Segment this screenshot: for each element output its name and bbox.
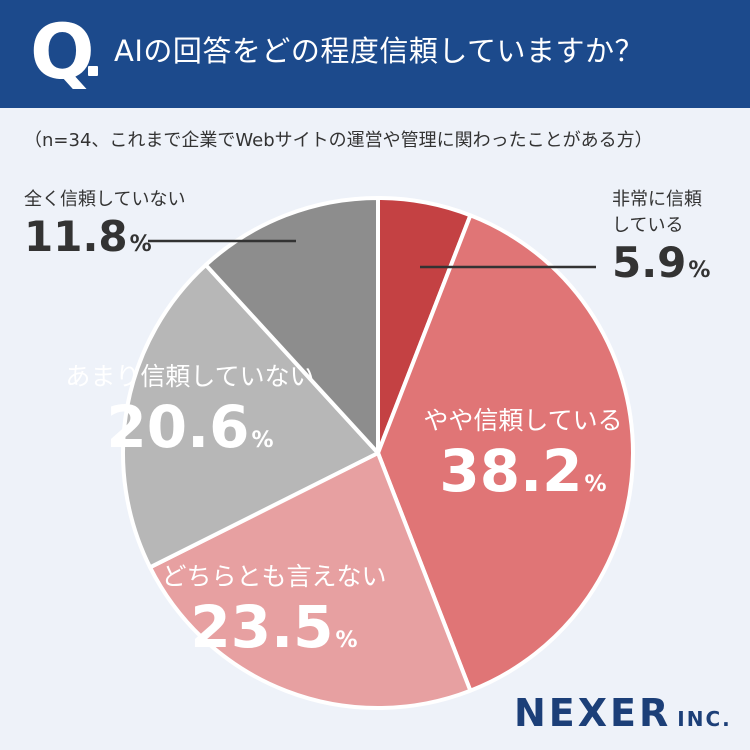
slice-1-value: 38.2% <box>439 437 607 505</box>
pie-slice-4 <box>203 196 380 455</box>
slice-1-label: やや信頼している <box>423 406 623 435</box>
sample-note: （n=34、これまで企業でWebサイトの運営や管理に関わったことがある方） <box>24 130 653 151</box>
pie-slice-1 <box>376 213 635 693</box>
pie-slice-2 <box>148 451 473 710</box>
slice-4-value: 11.8% <box>24 212 152 261</box>
question-title: AIの回答をどの程度信頼していますか？ <box>114 34 645 68</box>
q-dot <box>88 66 98 76</box>
slice-0-value: 5.9% <box>612 238 711 287</box>
label-slice-0: 非常に信頼 している 5.9% <box>612 187 710 295</box>
slice-4-label-line-1: 全く信頼していない <box>24 189 186 210</box>
nexer-logo: NEXER INC. <box>514 691 732 735</box>
slice-2-label: どちらとも言えない <box>161 562 387 591</box>
slice-0-label-line-1: 非常に信頼 <box>612 189 702 210</box>
label-slice-1: やや信頼している 38.2% <box>423 404 622 518</box>
logo-suffix: INC. <box>677 707 732 731</box>
slice-3-label: あまり信頼していない <box>65 362 315 391</box>
slice-0-label-line-2: している <box>612 215 684 236</box>
slice-3-value: 20.6% <box>106 393 274 461</box>
pie-slice-3 <box>121 262 380 570</box>
logo-main: NEXER <box>514 691 672 735</box>
label-slice-2: どちらとも言えない 23.5% <box>161 560 386 674</box>
q-letter: Q <box>30 7 95 96</box>
header-banner: Q AIの回答をどの程度信頼していますか？ <box>0 0 750 108</box>
slice-2-value: 23.5% <box>190 593 358 661</box>
label-slice-3: あまり信頼していない 20.6% <box>65 360 314 474</box>
label-slice-4: 全く信頼していない 11.8% <box>24 187 185 269</box>
